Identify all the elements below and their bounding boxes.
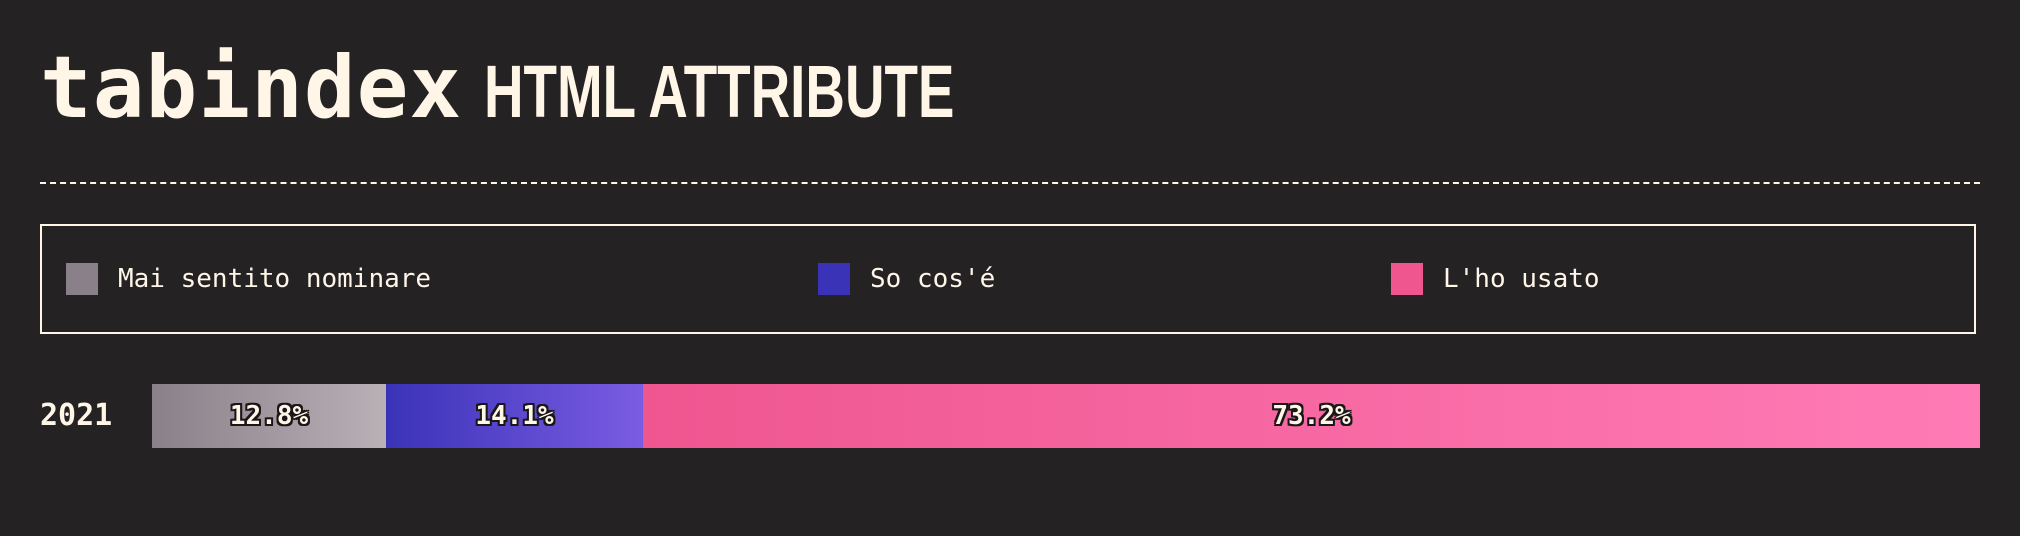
legend-item-know-what-it-is[interactable]: So cos'é [818,262,995,296]
legend-swatch-know-what-it-is [818,263,850,295]
legend-item-never-heard[interactable]: Mai sentito nominare [66,262,431,296]
title-attribute-name: tabindex [40,38,463,138]
data-label-never-heard: 12.8% [229,401,309,431]
bar-segment-never-heard[interactable]: 12.8% [152,384,386,448]
title-attribute-type: HTML ATTRIBUTE [484,50,955,133]
data-label-used-it: 73.2% [1272,401,1351,431]
chart-title: tabindex HTML ATTRIBUTE [40,38,1120,138]
bar-segment-used-it[interactable]: 73.2% [643,384,1980,448]
legend-item-used-it[interactable]: L'ho usato [1391,262,1600,296]
legend-label-never-heard: Mai sentito nominare [118,264,432,294]
year-label: 2021 [40,398,113,433]
stacked-bar-2021: 12.8% 14.1% 73.2% [152,384,1980,448]
legend-label-used-it: L'ho usato [1443,264,1600,294]
legend-label-know-what-it-is: So cos'é [870,264,996,294]
bar-segment-know-what-it-is[interactable]: 14.1% [386,384,643,448]
legend-swatch-never-heard [66,263,98,295]
legend-swatch-used-it [1391,263,1423,295]
data-label-know-what-it-is: 14.1% [475,401,554,431]
legend: Mai sentito nominare So cos'é L'ho usato [40,224,1976,334]
title-divider [40,182,1980,184]
